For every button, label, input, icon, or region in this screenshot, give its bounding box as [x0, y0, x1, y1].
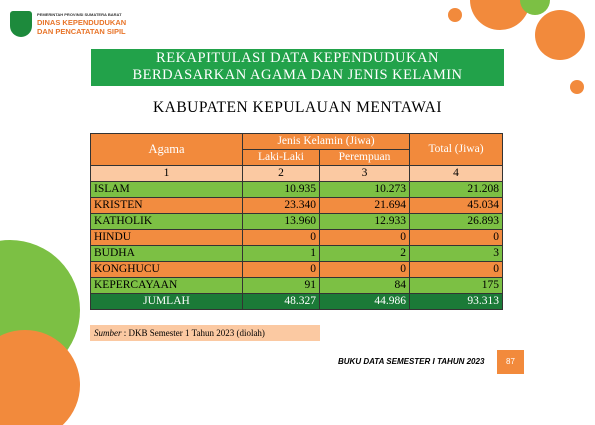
row: BUDHA 1 2 3 — [90, 245, 503, 262]
cell: 45.034 — [409, 197, 503, 214]
cell: 48.327 — [242, 293, 320, 310]
cell: 12.933 — [319, 213, 410, 230]
cell: BUDHA — [90, 245, 243, 262]
cell: 10.273 — [319, 181, 410, 198]
dept: DINAS KEPENDUDUKAN — [37, 18, 127, 27]
cell: 13.960 — [242, 213, 320, 230]
total-row: JUMLAH 48.327 44.986 93.313 — [90, 293, 503, 310]
cell: 21.694 — [319, 197, 410, 214]
cell: 23.340 — [242, 197, 320, 214]
cell: 0 — [242, 229, 320, 246]
deco — [570, 80, 584, 94]
cell: 175 — [409, 277, 503, 294]
page-number: 87 — [497, 350, 524, 374]
row: KEPERCAYAAN 91 84 175 — [90, 277, 503, 294]
deco — [448, 8, 462, 22]
org: PEMERINTAH PROVINSI SUMATERA BARAT — [37, 12, 122, 17]
cell: 10.935 — [242, 181, 320, 198]
subtitle: KABUPATEN KEPULAUAN MENTAWAI — [152, 99, 443, 116]
cell: 84 — [319, 277, 410, 294]
header: Agama — [90, 133, 243, 166]
cell: HINDU — [90, 229, 243, 246]
cell: 4 — [409, 165, 503, 182]
deco — [520, 0, 550, 15]
cell: 0 — [409, 229, 503, 246]
row: KRISTEN 23.340 21.694 45.034 — [90, 197, 503, 214]
dept: DAN PENCATATAN SIPIL — [37, 27, 126, 36]
cell: 0 — [242, 261, 320, 278]
source-label: Sumber — [94, 328, 122, 338]
cell: KONGHUCU — [90, 261, 243, 278]
header: Perempuan — [319, 149, 410, 166]
deco — [535, 10, 585, 60]
cell: 93.313 — [409, 293, 503, 310]
header: Total (Jiwa) — [409, 133, 503, 166]
cell: 2 — [319, 245, 410, 262]
table: Agama Jenis Kelamin (Jiwa) Total (Jiwa) … — [90, 133, 503, 310]
title-banner: REKAPITULASI DATA KEPENDUDUKAN BERDASARK… — [91, 49, 504, 86]
header: Laki-Laki — [242, 149, 320, 166]
cell: 0 — [319, 261, 410, 278]
logo — [10, 11, 32, 37]
header: Jenis Kelamin (Jiwa) — [242, 133, 410, 150]
source: Sumber : DKB Semester 1 Tahun 2023 (diol… — [90, 325, 320, 341]
deco — [45, 305, 63, 323]
footer: BUKU DATA SEMESTER I TAHUN 2023 — [338, 357, 485, 366]
cell: 0 — [409, 261, 503, 278]
title: REKAPITULASI DATA KEPENDUDUKAN — [156, 50, 439, 66]
cell: 3 — [319, 165, 410, 182]
row: HINDU 0 0 0 — [90, 229, 503, 246]
cell: KEPERCAYAAN — [90, 277, 243, 294]
cell: 2 — [242, 165, 320, 182]
cell: 1 — [90, 165, 243, 182]
row: ISLAM 10.935 10.273 21.208 — [90, 181, 503, 198]
cell: 44.986 — [319, 293, 410, 310]
cell: 0 — [319, 229, 410, 246]
cell: 26.893 — [409, 213, 503, 230]
cell: 1 — [242, 245, 320, 262]
cell: 21.208 — [409, 181, 503, 198]
cell: 91 — [242, 277, 320, 294]
title: BERDASARKAN AGAMA DAN JENIS KELAMIN — [132, 67, 463, 83]
cell: KRISTEN — [90, 197, 243, 214]
cell: ISLAM — [90, 181, 243, 198]
source-text: : DKB Semester 1 Tahun 2023 (diolah) — [123, 328, 265, 338]
row: KATHOLIK 13.960 12.933 26.893 — [90, 213, 503, 230]
cell: 3 — [409, 245, 503, 262]
row: KONGHUCU 0 0 0 — [90, 261, 503, 278]
cell: KATHOLIK — [90, 213, 243, 230]
cell: JUMLAH — [90, 293, 243, 310]
